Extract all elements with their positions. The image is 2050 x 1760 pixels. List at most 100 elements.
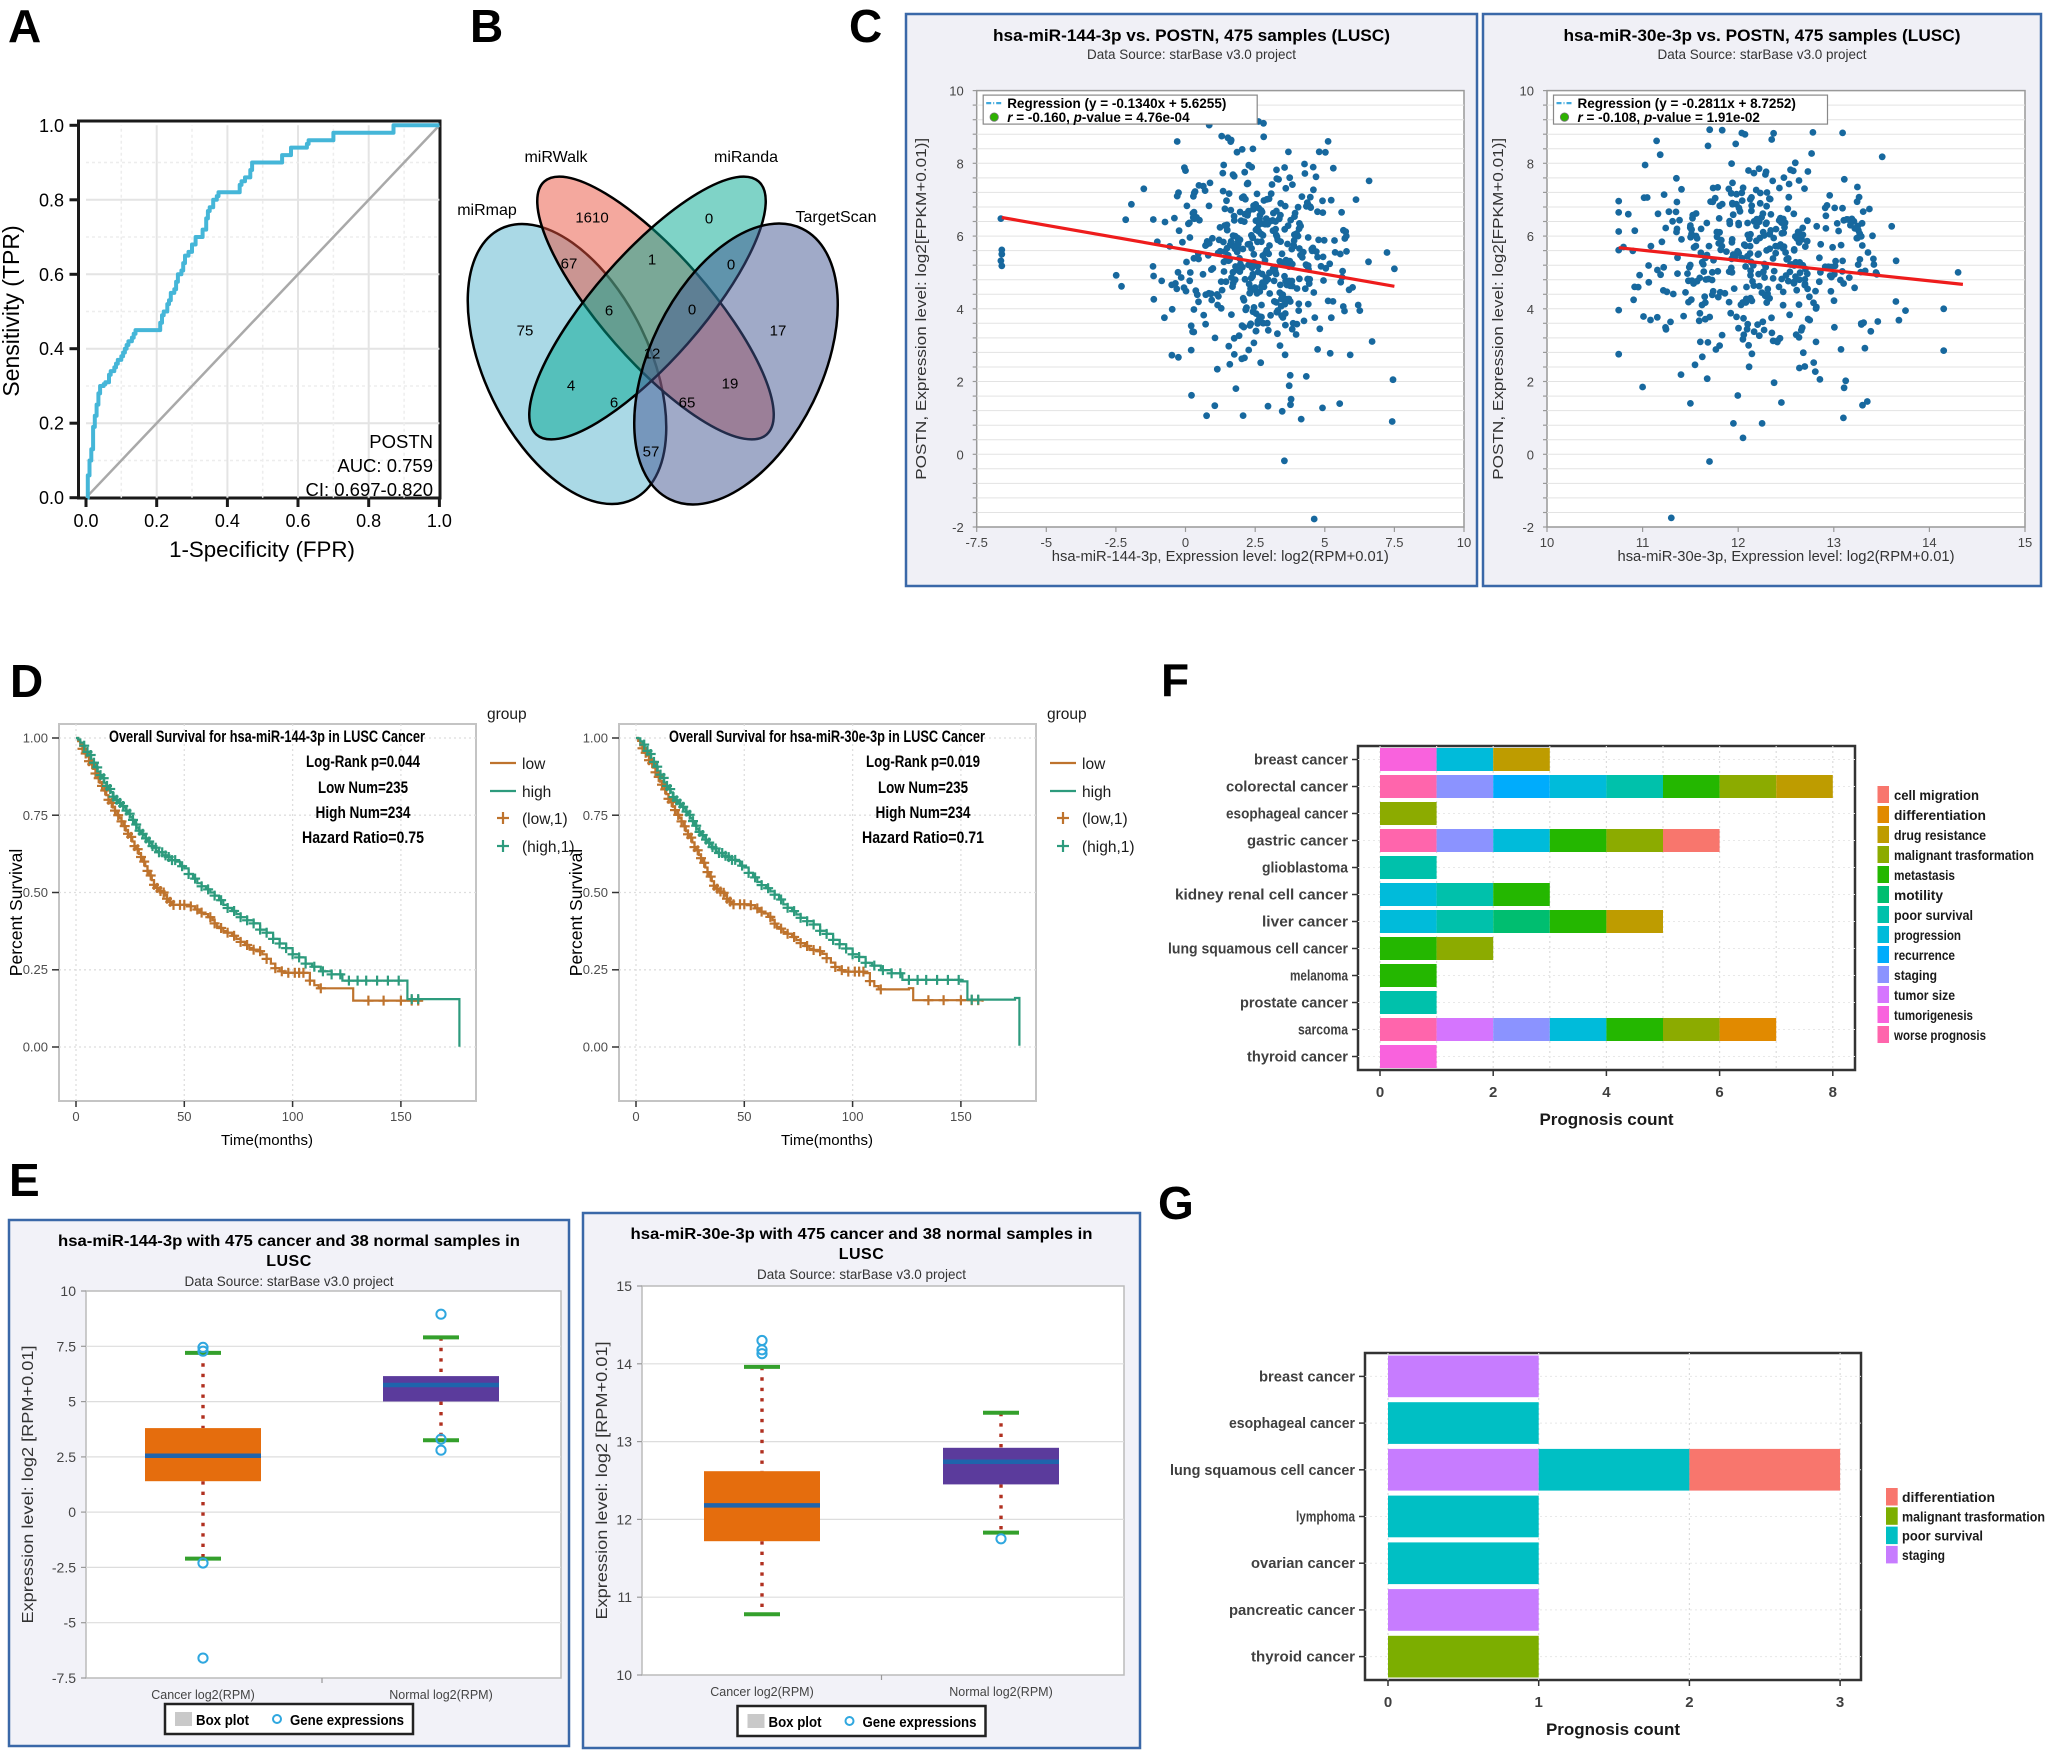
svg-text:0.2: 0.2 bbox=[144, 511, 169, 531]
svg-text:Log-Rank p=0.019: Log-Rank p=0.019 bbox=[866, 753, 980, 771]
svg-text:r = -0.108, p-value = 1.91e-02: r = -0.108, p-value = 1.91e-02 bbox=[1578, 110, 1760, 125]
svg-text:10: 10 bbox=[1540, 535, 1554, 550]
svg-text:poor survival: poor survival bbox=[1902, 1528, 1983, 1544]
svg-text:1.0: 1.0 bbox=[427, 511, 452, 531]
svg-text:0.75: 0.75 bbox=[23, 808, 48, 823]
svg-text:2.5: 2.5 bbox=[1246, 535, 1264, 550]
svg-text:TargetScan: TargetScan bbox=[796, 209, 877, 226]
svg-text:miRWalk: miRWalk bbox=[524, 149, 588, 166]
svg-text:0.50: 0.50 bbox=[583, 885, 608, 900]
svg-text:12: 12 bbox=[1731, 535, 1745, 550]
svg-text:cell migration: cell migration bbox=[1894, 787, 1979, 803]
svg-text:miRanda: miRanda bbox=[714, 149, 778, 166]
svg-text:Percent Survival: Percent Survival bbox=[6, 849, 26, 976]
svg-text:0: 0 bbox=[705, 211, 713, 228]
svg-text:Percent Survival: Percent Survival bbox=[566, 849, 586, 976]
svg-text:0.00: 0.00 bbox=[583, 1040, 608, 1055]
svg-text:poor survival: poor survival bbox=[1894, 907, 1973, 923]
svg-text:Data Source: starBase v3.0 pro: Data Source: starBase v3.0 project bbox=[1658, 46, 1867, 62]
svg-text:Box plot: Box plot bbox=[769, 1715, 822, 1731]
svg-text:(high,1): (high,1) bbox=[1082, 839, 1135, 856]
svg-text:0.6: 0.6 bbox=[39, 265, 64, 285]
svg-text:3: 3 bbox=[1836, 1694, 1844, 1711]
svg-text:6: 6 bbox=[956, 229, 963, 244]
svg-text:Log-Rank p=0.044: Log-Rank p=0.044 bbox=[306, 753, 421, 771]
svg-text:17: 17 bbox=[770, 323, 787, 340]
svg-text:POSTN, Expression level: log2[: POSTN, Expression level: log2[FPKM+0.01)… bbox=[913, 138, 930, 480]
svg-text:(low,1): (low,1) bbox=[1082, 811, 1128, 828]
svg-text:65: 65 bbox=[679, 395, 696, 412]
svg-text:2.5: 2.5 bbox=[57, 1449, 77, 1465]
svg-text:esophageal cancer: esophageal cancer bbox=[1226, 806, 1348, 823]
svg-text:thyroid cancer: thyroid cancer bbox=[1247, 1049, 1348, 1066]
svg-text:differentiation: differentiation bbox=[1902, 1489, 1995, 1505]
svg-text:hsa-miR-144-3p with 475 cancer: hsa-miR-144-3p with 475 cancer and 38 no… bbox=[58, 1233, 520, 1250]
svg-text:0: 0 bbox=[1376, 1084, 1384, 1101]
svg-text:lymphoma: lymphoma bbox=[1296, 1509, 1356, 1526]
svg-text:-5: -5 bbox=[1041, 535, 1053, 550]
svg-text:Regression (y = -0.2811x + 8.7: Regression (y = -0.2811x + 8.7252) bbox=[1578, 96, 1796, 111]
svg-text:Low Num=235: Low Num=235 bbox=[878, 779, 968, 797]
svg-text:50: 50 bbox=[177, 1109, 191, 1124]
svg-text:Gene expressions: Gene expressions bbox=[290, 1713, 404, 1729]
svg-text:Overall Survival for hsa-miR-1: Overall Survival for hsa-miR-144-3p in L… bbox=[109, 728, 425, 746]
svg-text:2: 2 bbox=[956, 375, 963, 390]
svg-text:15: 15 bbox=[616, 1278, 632, 1294]
svg-text:pancreatic cancer: pancreatic cancer bbox=[1229, 1602, 1355, 1619]
svg-text:12: 12 bbox=[616, 1511, 632, 1527]
svg-text:4: 4 bbox=[956, 302, 963, 317]
svg-text:r = -0.160, p-value = 4.76e-04: r = -0.160, p-value = 4.76e-04 bbox=[1007, 110, 1190, 125]
svg-text:12: 12 bbox=[644, 346, 661, 363]
svg-text:melanoma: melanoma bbox=[1290, 968, 1349, 985]
svg-text:6: 6 bbox=[1527, 229, 1534, 244]
svg-text:Data Source: starBase v3.0 pro: Data Source: starBase v3.0 project bbox=[757, 1266, 966, 1282]
svg-text:4: 4 bbox=[1602, 1084, 1611, 1101]
svg-text:differentiation: differentiation bbox=[1894, 807, 1986, 823]
svg-text:malignant trasformation: malignant trasformation bbox=[1902, 1508, 2045, 1524]
svg-text:high: high bbox=[522, 784, 551, 801]
svg-text:13: 13 bbox=[1827, 535, 1841, 550]
svg-text:AUC: 0.759: AUC: 0.759 bbox=[337, 455, 433, 476]
svg-text:10: 10 bbox=[616, 1667, 632, 1683]
svg-text:High Num=234: High Num=234 bbox=[876, 804, 972, 822]
svg-text:Hazard Ratio=0.75: Hazard Ratio=0.75 bbox=[302, 829, 424, 847]
svg-text:kidney renal cell cancer: kidney renal cell cancer bbox=[1175, 887, 1348, 904]
svg-text:0.00: 0.00 bbox=[23, 1040, 48, 1055]
svg-text:metastasis: metastasis bbox=[1894, 867, 1955, 883]
svg-text:8: 8 bbox=[956, 156, 963, 171]
svg-text:Gene expressions: Gene expressions bbox=[863, 1715, 977, 1731]
svg-text:high: high bbox=[1082, 784, 1111, 801]
svg-text:POSTN: POSTN bbox=[369, 431, 433, 452]
svg-text:0.25: 0.25 bbox=[23, 962, 48, 977]
svg-text:7.5: 7.5 bbox=[57, 1338, 77, 1354]
svg-text:19: 19 bbox=[722, 376, 739, 393]
svg-text:10: 10 bbox=[949, 84, 963, 99]
svg-text:2: 2 bbox=[1685, 1694, 1693, 1711]
svg-text:Box plot: Box plot bbox=[196, 1713, 249, 1729]
svg-text:-2: -2 bbox=[1522, 520, 1534, 535]
svg-text:staging: staging bbox=[1894, 967, 1937, 983]
svg-text:progression: progression bbox=[1894, 927, 1961, 943]
svg-text:Sensitivity (TPR): Sensitivity (TPR) bbox=[0, 225, 24, 396]
svg-text:100: 100 bbox=[282, 1109, 304, 1124]
svg-text:G: G bbox=[1158, 1177, 1194, 1229]
svg-text:colorectal cancer: colorectal cancer bbox=[1226, 779, 1348, 796]
svg-text:0: 0 bbox=[688, 302, 696, 319]
svg-text:11: 11 bbox=[1636, 535, 1650, 550]
svg-text:CI: 0.697-0.820: CI: 0.697-0.820 bbox=[305, 479, 433, 500]
svg-text:Data Source: starBase v3.0 pro: Data Source: starBase v3.0 project bbox=[185, 1273, 394, 1289]
svg-text:(high,1): (high,1) bbox=[522, 839, 575, 856]
svg-text:0: 0 bbox=[632, 1109, 639, 1124]
svg-text:0: 0 bbox=[72, 1109, 79, 1124]
svg-text:5: 5 bbox=[1321, 535, 1328, 550]
svg-text:7.5: 7.5 bbox=[1385, 535, 1403, 550]
svg-text:57: 57 bbox=[643, 444, 660, 461]
svg-text:Data Source: starBase v3.0 pro: Data Source: starBase v3.0 project bbox=[1087, 46, 1296, 62]
svg-text:High Num=234: High Num=234 bbox=[316, 804, 412, 822]
svg-text:6: 6 bbox=[605, 303, 613, 320]
svg-text:Time(months): Time(months) bbox=[221, 1132, 313, 1149]
svg-text:15: 15 bbox=[2018, 535, 2032, 550]
svg-text:-7.5: -7.5 bbox=[965, 535, 987, 550]
svg-text:0.25: 0.25 bbox=[583, 962, 608, 977]
svg-text:malignant trasformation: malignant trasformation bbox=[1894, 847, 2034, 863]
